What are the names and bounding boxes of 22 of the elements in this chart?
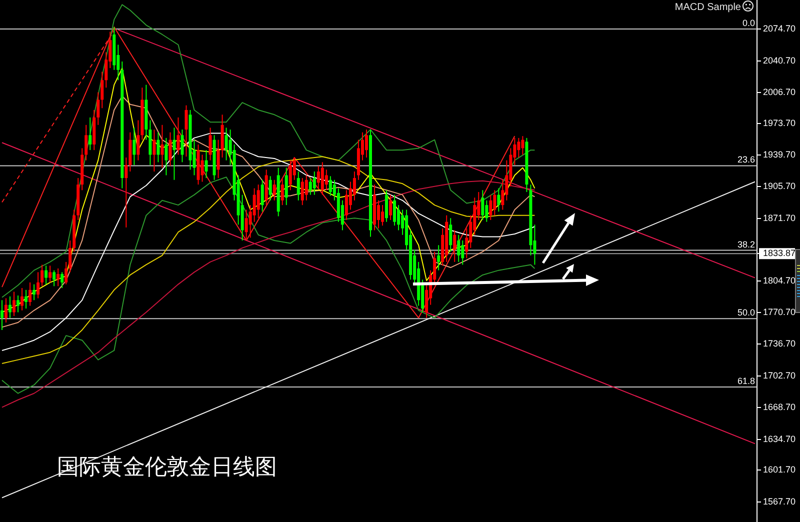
y-tick-label: 1804.70: [763, 275, 796, 286]
y-tick-label: 1736.70: [763, 338, 796, 349]
y-tick-label: 2006.70: [763, 87, 796, 98]
y-tick-label: 1702.70: [763, 370, 796, 380]
y-tick-label: 1770.70: [763, 307, 796, 318]
y-tick-label: 1973.70: [763, 118, 796, 128]
ref-line-label: 50.0: [737, 308, 755, 318]
y-tick-label: 2074.70: [763, 24, 796, 34]
y-tick-label: 1567.70: [763, 496, 796, 506]
y-tick-label: 1833.87: [763, 248, 796, 258]
ref-line-label: 38.2: [737, 239, 755, 250]
y-tick-label: 1905.70: [763, 181, 796, 192]
ref-line-label: 61.8: [737, 376, 755, 386]
ref-line-label: 0.0: [742, 18, 755, 28]
annotation: MACD Sample: [674, 2, 742, 13]
y-tick-label: 1634.70: [763, 434, 796, 444]
y-tick-label: 2040.70: [763, 55, 796, 66]
y-tick-label: 1668.70: [763, 402, 796, 412]
y-tick-label: 1871.70: [763, 212, 796, 223]
ref-line-label: 23.6: [737, 154, 755, 165]
y-tick-label: 1601.70: [763, 464, 796, 475]
y-tick-label: 1939.70: [763, 150, 796, 160]
